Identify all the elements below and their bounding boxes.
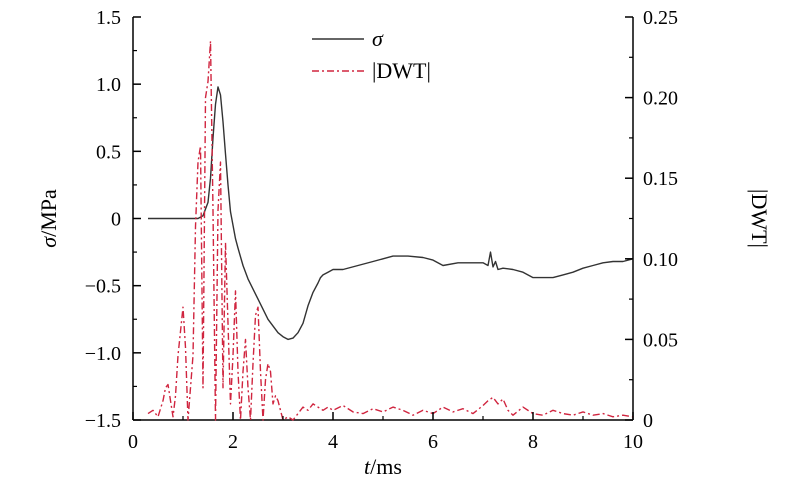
x-axis-label: t/ms [364, 454, 402, 479]
ticks-layer [132, 16, 634, 421]
y2-tick-label: 0.10 [643, 249, 678, 271]
dwt-series-line [147, 40, 634, 421]
x-tick-label: 4 [328, 431, 338, 453]
y2-tick-label: 0 [643, 410, 653, 432]
y-tick-label: 0 [111, 209, 121, 231]
y2-tick-label: 0.05 [643, 329, 678, 351]
legend-dwt-label: |DWT| [372, 58, 431, 83]
x-tick-label: 10 [623, 431, 643, 453]
legend-sigma-label: σ [372, 26, 384, 51]
x-tick-label: 0 [128, 431, 138, 453]
x-tick-label: 2 [228, 431, 238, 453]
y-tick-label: 1.5 [96, 7, 121, 29]
x-tick-label: 8 [528, 431, 538, 453]
y2-tick-label: 0.20 [643, 88, 678, 110]
y-axis-label: σ/MPa [36, 189, 61, 248]
sigma-series-line [148, 86, 634, 341]
x-tick-label: 6 [428, 431, 438, 453]
y2-tick-label: 0.25 [643, 7, 678, 29]
y-tick-label: −1.5 [85, 410, 121, 432]
y-tick-label: 1.0 [96, 74, 121, 96]
series-layer [147, 40, 634, 421]
y-tick-label: 0.5 [96, 141, 121, 163]
y2-tick-label: 0.15 [643, 168, 678, 190]
y-tick-label: −1.0 [85, 343, 121, 365]
y-tick-label: −0.5 [85, 276, 121, 298]
y2-axis-label: |DWT| [747, 189, 772, 248]
labels-layer: 0 2 4 6 8 10 1.5 1.0 0.5 0 −0.5 −1.0 −1.5 0.25 0.20 0.1… [36, 7, 772, 479]
legend: σ |DWT| [312, 26, 431, 83]
